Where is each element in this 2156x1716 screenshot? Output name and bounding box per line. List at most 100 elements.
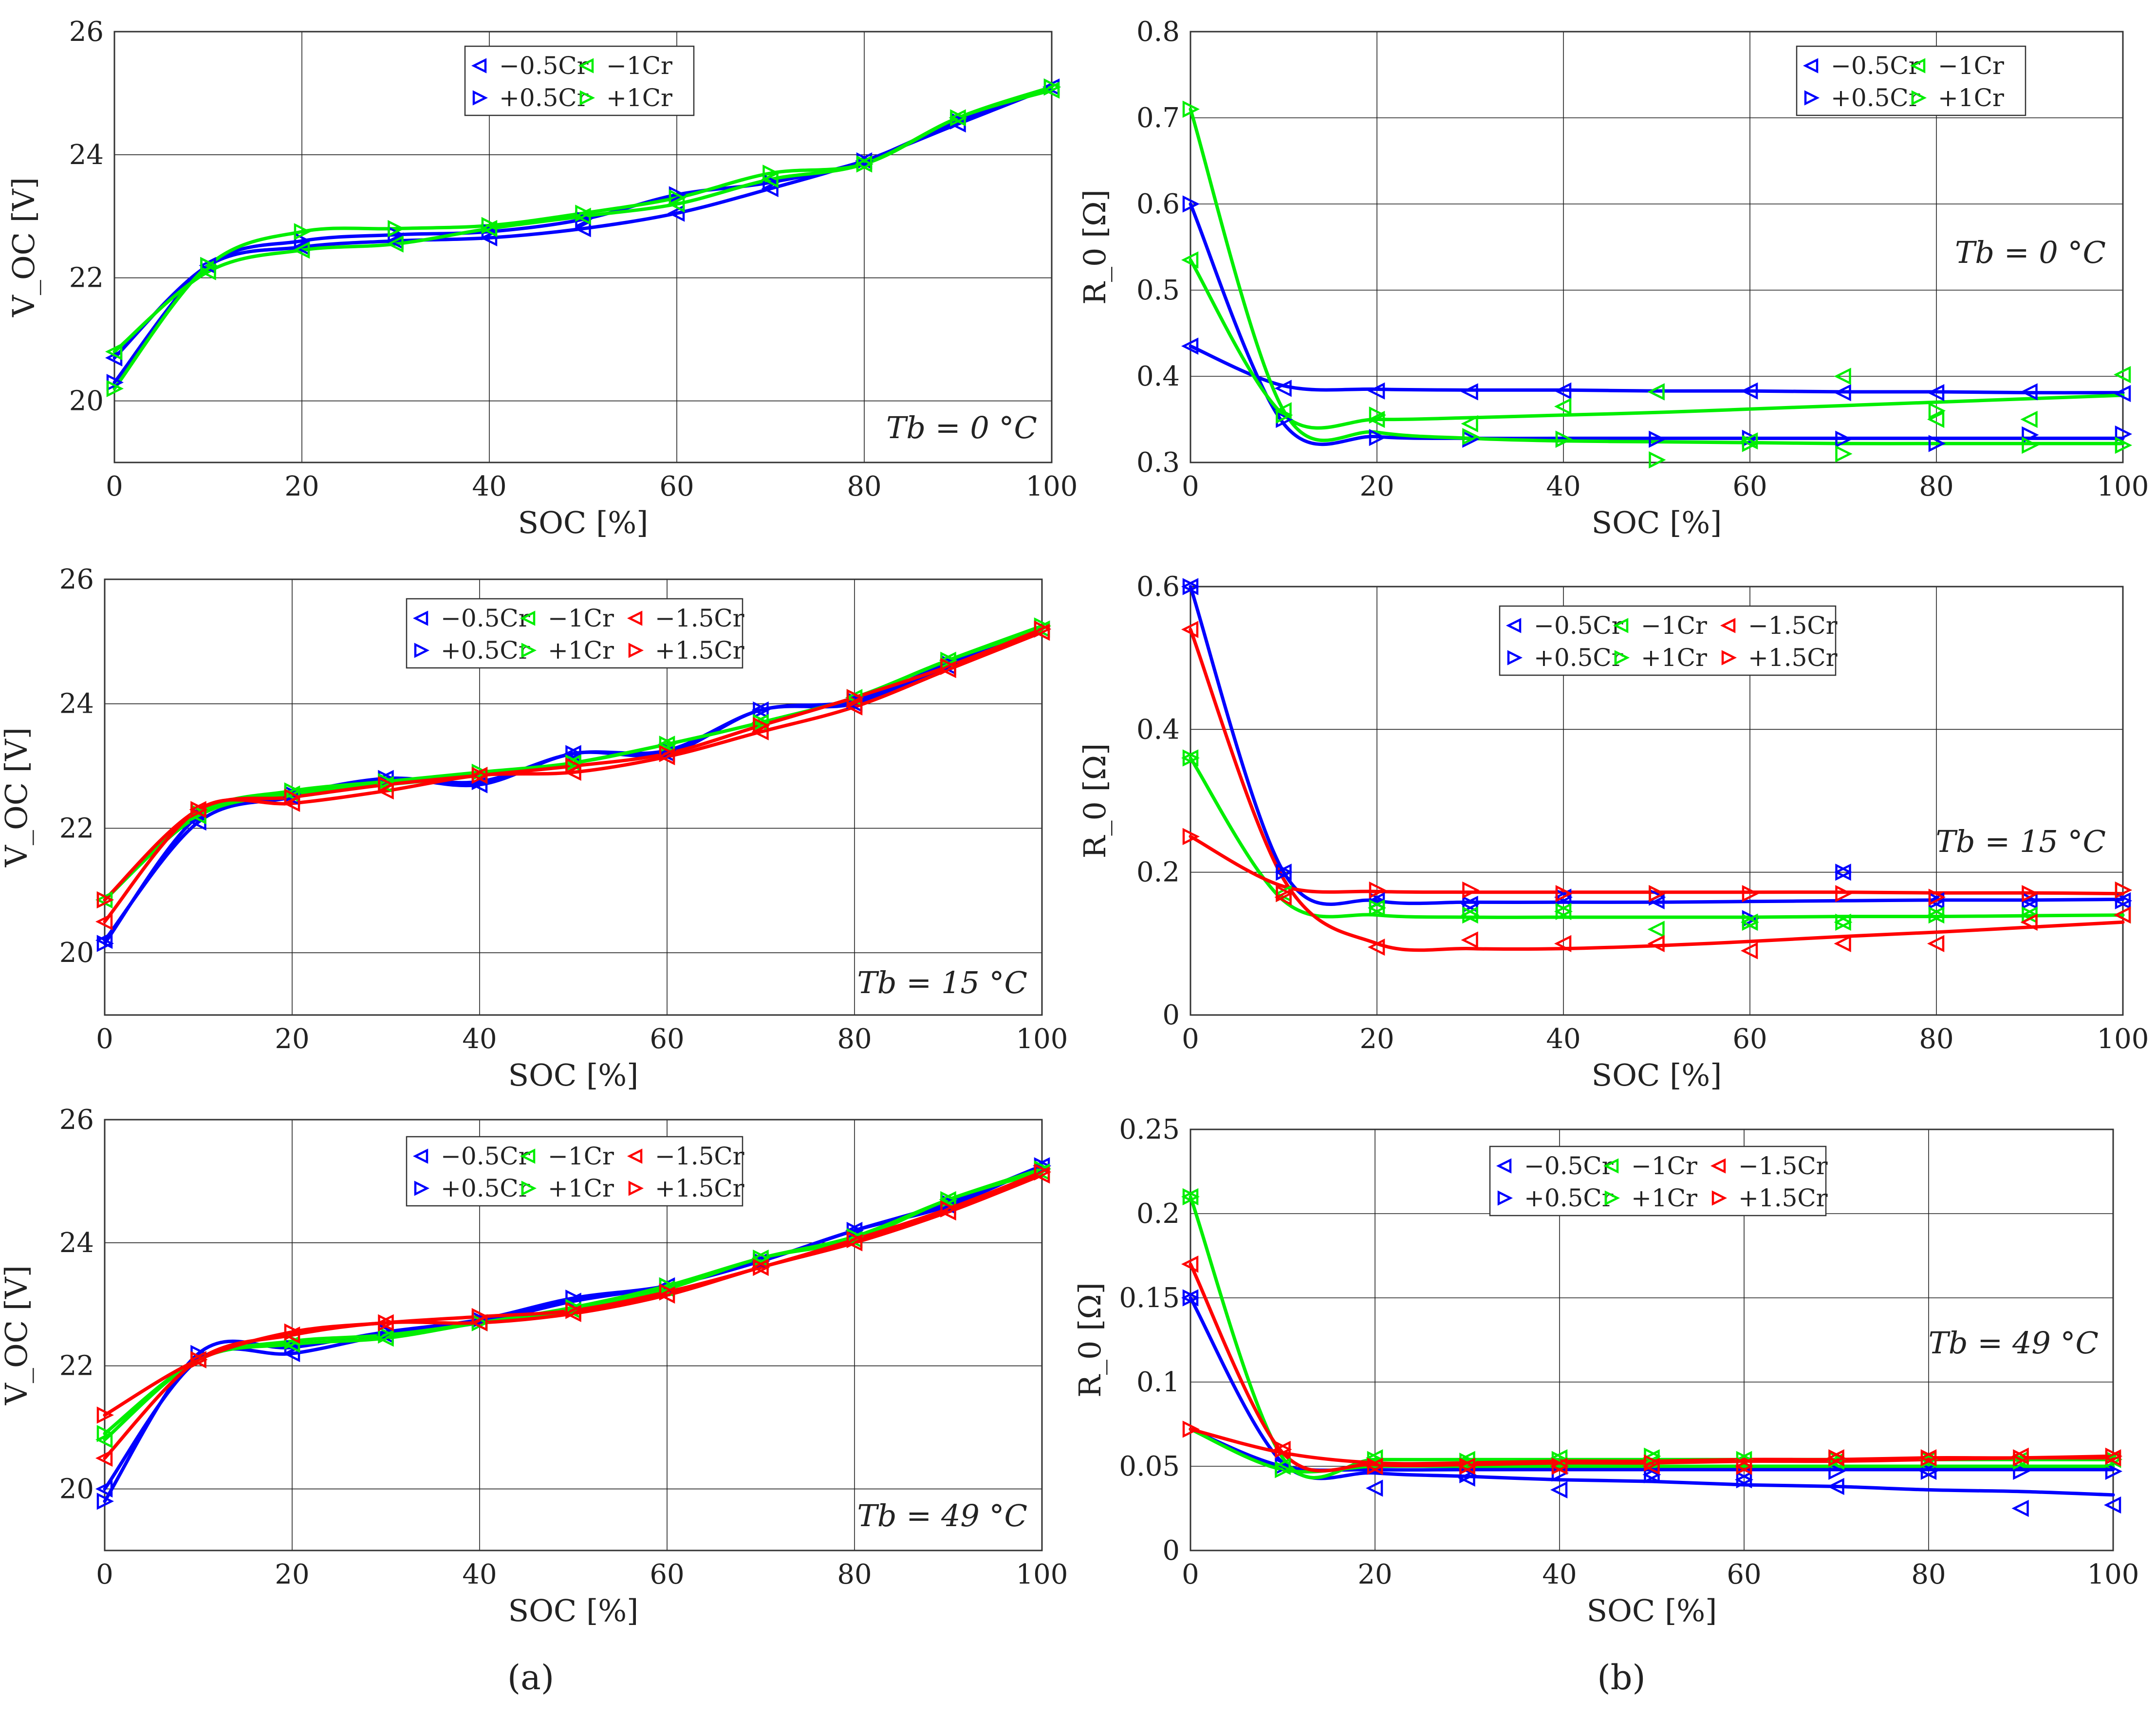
data-point (1369, 406, 1387, 424)
data-point (1182, 195, 1200, 213)
y-axis-label: R_0 [Ω] (1077, 189, 1113, 305)
x-tick-label: 80 (1919, 471, 1953, 502)
data-point (1649, 430, 1666, 448)
legend-marker (1710, 1158, 1726, 1174)
y-tick-label: 20 (59, 1474, 94, 1505)
y-axis-label: R_0 [Ω] (1077, 743, 1113, 859)
legend-label: +1Cr (1631, 1184, 1697, 1212)
chart-a-bottom: 0 20 40 60 80 100 20 22 24 26 SOC [%] V_OC [V] Tb = … (0, 1104, 1068, 1628)
data-point (659, 1283, 677, 1301)
y-axis-label: V_OC [V] (0, 727, 34, 867)
data-point (1928, 888, 1946, 906)
data-point (1181, 621, 1199, 638)
legend-label: −0.5Cr (1524, 1152, 1614, 1180)
data-point (1835, 430, 1853, 448)
data-point (1042, 81, 1060, 99)
data-point (96, 1406, 114, 1424)
data-point (190, 1351, 208, 1368)
data-point (1032, 624, 1050, 641)
data-point (565, 1290, 583, 1307)
data-point (565, 745, 583, 762)
x-tick-label: 40 (472, 471, 506, 502)
data-point (1550, 1481, 1568, 1499)
data-point (378, 776, 395, 793)
y-tick-label: 26 (59, 564, 94, 595)
legend-marker (1507, 650, 1523, 665)
data-point (1273, 1458, 1291, 1475)
legend-marker (414, 1181, 430, 1196)
legend-label: −1.5Cr (1738, 1152, 1828, 1180)
y-tick-label: 0.2 (1136, 1198, 1180, 1230)
legend-label: −1Cr (548, 1142, 614, 1170)
y-tick-label: 0.5 (1136, 275, 1180, 306)
x-tick-label: 80 (837, 1023, 872, 1055)
x-tick-label: 40 (1546, 471, 1580, 502)
data-point (1834, 384, 1851, 402)
legend-marker (1603, 1158, 1619, 1174)
legend-label: −1Cr (1938, 52, 2004, 80)
series-curve (1189, 627, 2125, 952)
data-point (1461, 931, 1478, 949)
data-point (1647, 935, 1665, 952)
legend-label: +0.5Cr (1831, 84, 1920, 112)
data-point (659, 736, 677, 753)
y-tick-label: 26 (69, 16, 104, 48)
data-point (1554, 398, 1572, 415)
legend-marker (1497, 1190, 1513, 1206)
legend-label: −0.5Cr (1534, 611, 1623, 640)
data-point (846, 689, 864, 706)
x-tick-label: 0 (1182, 1023, 1199, 1055)
data-point (1555, 430, 1573, 448)
data-point (1835, 885, 1853, 903)
data-point (1742, 913, 1760, 931)
legend: −0.5Cr −1Cr +0.5Cr +1Cr (1796, 45, 2026, 116)
data-point (1835, 913, 1853, 931)
legend-label: −1Cr (1631, 1152, 1697, 1180)
data-point (1369, 899, 1387, 917)
legend-marker (628, 1181, 644, 1196)
series-curve (103, 1164, 1044, 1503)
data-point (1182, 749, 1200, 767)
data-point (282, 785, 300, 803)
y-tick-label: 0.15 (1119, 1282, 1180, 1314)
legend-marker (521, 1181, 537, 1196)
data-point (753, 1258, 770, 1276)
data-point (1032, 1166, 1050, 1184)
data-point (1736, 1471, 1754, 1489)
data-point (845, 698, 863, 716)
legend-marker (1711, 1190, 1728, 1206)
legend: −0.5Cr −1Cr +0.5Cr +1Cr (464, 45, 695, 116)
panel-label-b: (b) (1597, 1658, 1645, 1698)
data-point (1551, 1458, 1569, 1475)
data-point (1181, 251, 1199, 269)
x-tick-label: 20 (284, 471, 319, 502)
legend-marker (1614, 650, 1630, 665)
legend-marker (1911, 90, 1927, 106)
y-tick-label: 24 (69, 139, 104, 171)
data-point (1827, 1477, 1844, 1495)
legend-marker (627, 1148, 643, 1164)
data-point (1642, 1449, 1660, 1467)
data-point (282, 1335, 300, 1353)
y-tick-label: 24 (59, 1227, 94, 1259)
x-tick-label: 40 (462, 1559, 497, 1590)
data-point (950, 109, 967, 127)
chart-b-middle: 0 20 40 60 80 100 0 0.2 0.4 0.6 SOC [%] R_0 [Ω] Tb =… (1077, 571, 2149, 1093)
x-tick-label: 20 (1359, 471, 1394, 502)
data-point (1644, 1454, 1661, 1472)
legend-label: −1.5Cr (1748, 611, 1838, 640)
data-point (1740, 382, 1758, 400)
y-tick-label: 0.4 (1136, 361, 1180, 392)
data-point (2115, 425, 2133, 443)
x-axis-label: SOC [%] (518, 505, 649, 540)
data-point (1181, 1255, 1199, 1273)
legend-marker (472, 90, 488, 106)
data-point (471, 767, 489, 784)
legend-marker (520, 610, 536, 626)
x-tick-label: 80 (847, 471, 881, 502)
data-point (1182, 578, 1200, 595)
data-point (1736, 1458, 1754, 1475)
x-tick-label: 100 (1016, 1559, 1068, 1590)
data-point (1742, 435, 1760, 452)
axes-frame (104, 1119, 1043, 1551)
